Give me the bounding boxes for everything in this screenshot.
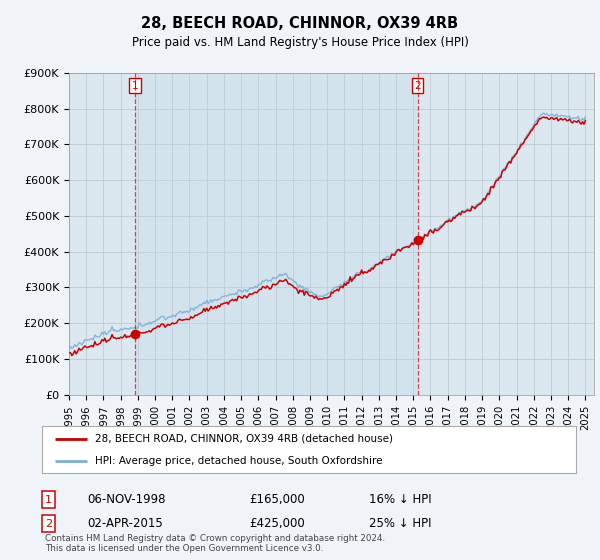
Text: 06-NOV-1998: 06-NOV-1998	[87, 493, 166, 506]
Text: 02-APR-2015: 02-APR-2015	[87, 517, 163, 530]
Text: 1: 1	[45, 494, 52, 505]
Text: 2: 2	[414, 81, 421, 91]
Text: Price paid vs. HM Land Registry's House Price Index (HPI): Price paid vs. HM Land Registry's House …	[131, 36, 469, 49]
Text: 28, BEECH ROAD, CHINNOR, OX39 4RB: 28, BEECH ROAD, CHINNOR, OX39 4RB	[142, 16, 458, 31]
Text: £425,000: £425,000	[249, 517, 305, 530]
Text: HPI: Average price, detached house, South Oxfordshire: HPI: Average price, detached house, Sout…	[95, 456, 383, 466]
Text: £165,000: £165,000	[249, 493, 305, 506]
Text: 25% ↓ HPI: 25% ↓ HPI	[369, 517, 431, 530]
Text: 16% ↓ HPI: 16% ↓ HPI	[369, 493, 431, 506]
Bar	[135, 73, 418, 395]
Text: 2: 2	[45, 519, 52, 529]
Text: Contains HM Land Registry data © Crown copyright and database right 2024.
This d: Contains HM Land Registry data © Crown c…	[45, 534, 385, 553]
Text: 28, BEECH ROAD, CHINNOR, OX39 4RB (detached house): 28, BEECH ROAD, CHINNOR, OX39 4RB (detac…	[95, 434, 394, 444]
Text: 1: 1	[132, 81, 139, 91]
